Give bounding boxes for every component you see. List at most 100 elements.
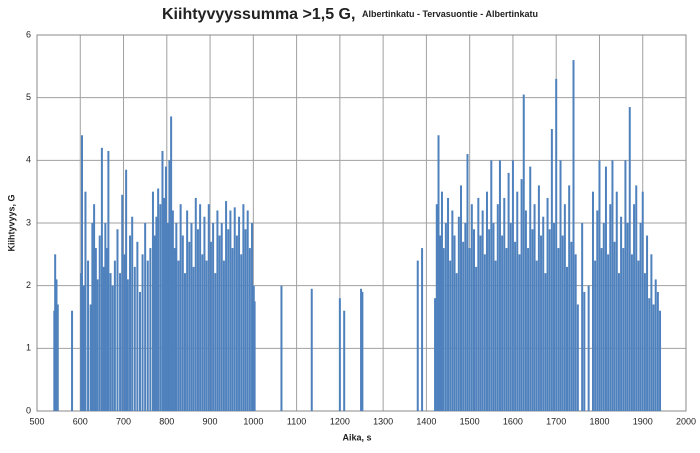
bar [574,254,577,411]
bar [555,78,558,411]
bar [594,260,597,411]
chart-subtitle: Albertinkatu - Tervasuontie - Albertinka… [362,9,538,19]
x-tick-label: 800 [159,416,174,426]
bar [84,191,87,411]
bar [496,204,499,411]
bar [194,197,197,411]
bar [190,223,193,411]
bar [447,197,450,411]
bar [253,301,256,411]
bar [56,304,59,411]
bar [111,285,114,411]
chart-title-group: Kiihtyvyyssumma >1,5 G, Albertinkatu - T… [162,6,538,23]
bar [451,210,454,411]
bar [544,273,547,411]
bar [199,204,202,411]
bar [464,223,467,411]
bar [503,197,506,411]
bar [161,150,164,411]
bar [201,254,204,411]
bar [622,248,625,411]
bar [212,223,215,411]
bar [600,248,603,411]
bar [175,223,178,411]
bar [138,291,141,411]
bar [109,273,112,411]
bar [146,260,149,411]
bar [231,248,234,411]
bar [416,260,419,411]
bar [596,210,599,411]
bar [659,310,662,411]
bar [470,204,473,411]
bar [246,210,249,411]
bar [524,210,527,411]
bar [123,254,126,411]
bar [557,248,560,411]
bar [181,235,184,411]
bar [173,248,176,411]
bar [144,223,147,411]
bar [472,229,475,411]
bar [233,207,236,411]
x-tick-label: 700 [116,416,131,426]
x-tick-label: 1400 [416,416,436,426]
bar [157,188,160,411]
bar [602,223,605,411]
bar [91,223,94,411]
bar [628,107,631,412]
y-tick-label: 1 [26,343,31,353]
bar [611,160,614,411]
bar [550,129,553,411]
bar [188,241,191,411]
bar [514,241,517,411]
bar [440,191,443,411]
bar [540,235,543,411]
bar [475,266,478,411]
bar [481,210,484,411]
bar [488,229,491,411]
bar [648,298,651,411]
bar [494,260,497,411]
x-tick-label: 1900 [633,416,653,426]
bar [183,273,186,411]
bar [542,216,545,411]
y-tick-label: 4 [26,155,31,165]
bar [462,241,465,411]
bar [598,160,601,411]
bar [218,235,221,411]
bar [89,304,92,411]
x-tick-label: 1800 [589,416,609,426]
bar [141,254,144,411]
bar [583,291,586,411]
bar [568,185,571,411]
bar [435,204,438,411]
bar [129,235,132,411]
bar [155,216,158,411]
bar [548,229,551,411]
bar [437,135,440,411]
bar [203,216,206,411]
x-tick-label: 1600 [503,416,523,426]
bar [615,191,618,411]
bar [635,185,638,411]
bar [116,229,119,411]
bar [483,254,486,411]
bar [214,273,217,411]
x-tick-label: 1100 [287,416,306,426]
x-axis-label: Aika, s [342,432,371,442]
bar [516,191,519,411]
bar [468,248,471,411]
bar [439,235,442,411]
bar [126,279,129,411]
bar [455,273,458,411]
x-tick-label: 600 [73,416,88,426]
x-tick-label: 1300 [373,416,393,426]
bar [159,204,162,411]
bar [531,229,534,411]
chart-title: Kiihtyvyyssumma >1,5 G, [162,6,355,23]
bar [107,150,110,411]
bar [646,235,649,411]
bar [179,204,182,411]
